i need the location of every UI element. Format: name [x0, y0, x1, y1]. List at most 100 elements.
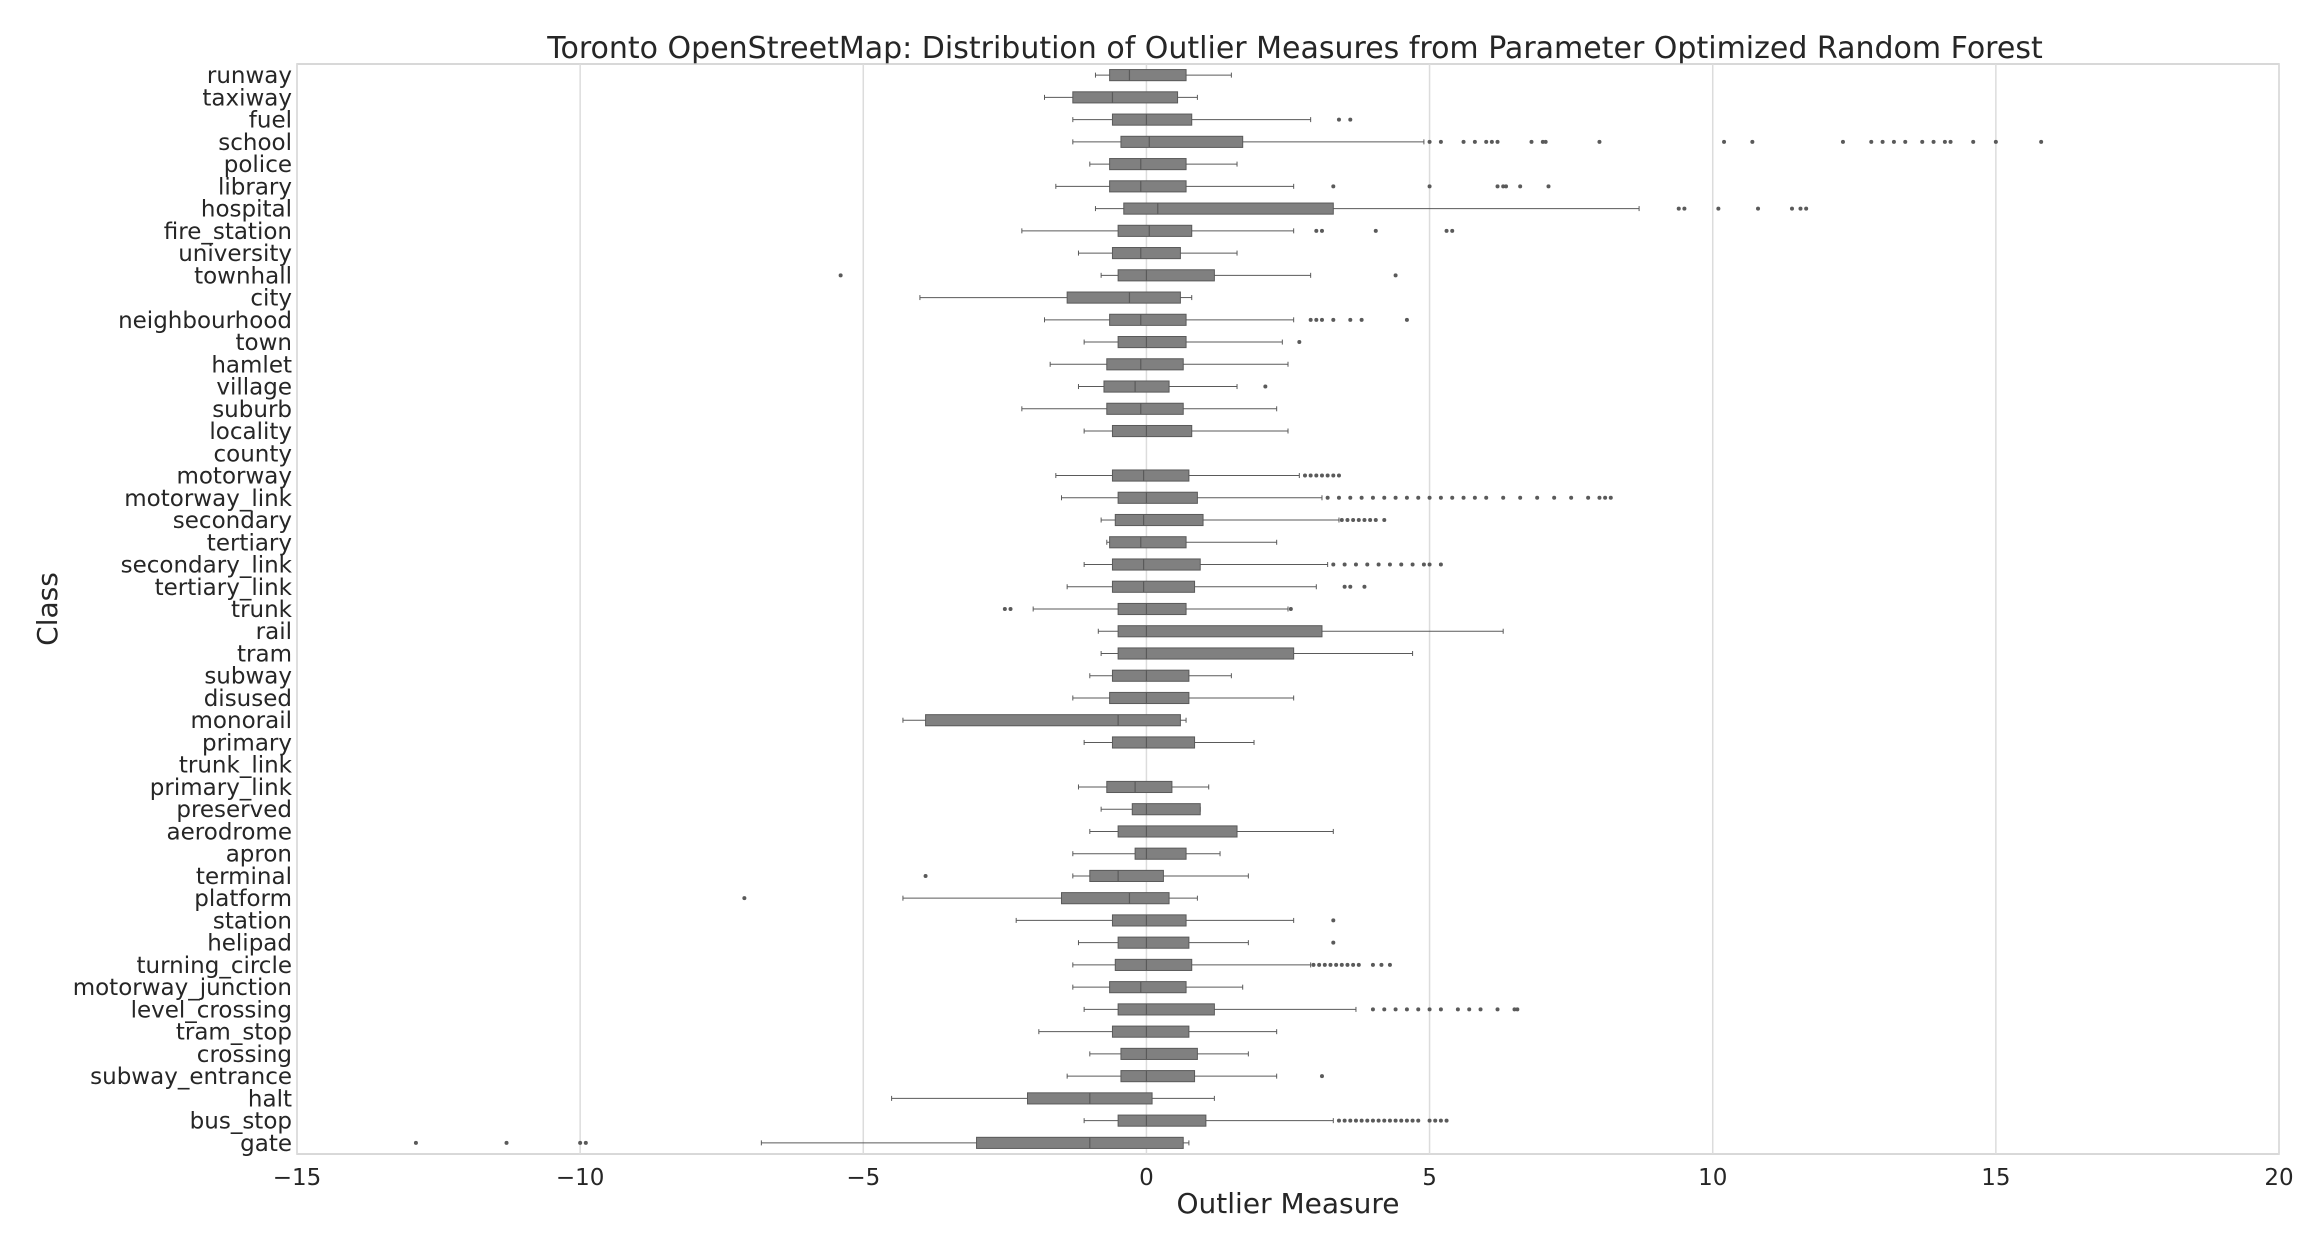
box	[1117, 1003, 1215, 1016]
outlier-point	[1302, 473, 1307, 478]
box-group	[1072, 981, 1244, 994]
box	[1072, 91, 1179, 104]
outlier-point	[1319, 317, 1324, 322]
box	[1134, 847, 1187, 860]
outlier-point	[1387, 562, 1392, 567]
outlier-point	[1869, 139, 1874, 144]
box	[1117, 647, 1295, 660]
x-tick-label: 10	[1698, 1165, 1727, 1191]
box-group	[1089, 1047, 1249, 1060]
outlier-point	[1348, 317, 1353, 322]
y-tick-label: disused	[204, 686, 292, 712]
outlier-point	[1325, 473, 1330, 478]
outlier-point	[1348, 584, 1353, 589]
outlier-point	[1359, 1118, 1364, 1123]
box	[1117, 825, 1238, 838]
outlier-point	[1756, 206, 1761, 211]
y-tick-label: preserved	[176, 797, 292, 823]
box	[1117, 224, 1193, 237]
outlier-point	[1427, 1007, 1432, 1012]
outlier-point	[1311, 962, 1316, 967]
outlier-point	[1319, 1074, 1324, 1079]
box	[1103, 380, 1170, 393]
box	[1117, 936, 1190, 949]
box-group	[902, 714, 1187, 727]
outlier-point	[1512, 1007, 1517, 1012]
outlier-point	[923, 873, 928, 878]
outlier-point	[1427, 562, 1432, 567]
outlier-point	[1008, 607, 1013, 611]
outlier-point	[1370, 1007, 1375, 1012]
x-tick-label: −10	[556, 1165, 605, 1191]
box-group	[1077, 780, 1210, 794]
outlier-point	[742, 896, 747, 901]
y-tick-label: gate	[240, 1131, 292, 1157]
outlier-point	[1472, 139, 1477, 144]
box-group	[1100, 803, 1201, 816]
boxes	[413, 69, 2044, 1149]
outlier-point	[1410, 1118, 1415, 1123]
y-tick-label: terminal	[196, 864, 292, 890]
outlier-point	[2039, 139, 2044, 144]
outlier-point	[1308, 317, 1313, 322]
box-group	[1002, 602, 1293, 616]
box-group	[1089, 158, 1238, 171]
outlier-point	[1331, 317, 1336, 322]
outlier-point	[838, 273, 843, 278]
y-tick-label: helipad	[207, 931, 292, 957]
outlier-point	[1399, 1118, 1404, 1123]
y-tick-label: station	[213, 908, 292, 934]
box	[1111, 1025, 1190, 1038]
outlier-point	[1382, 1007, 1387, 1012]
y-tick-label: level_crossing	[131, 997, 292, 1023]
outlier-point	[1438, 1007, 1443, 1012]
box-group	[1043, 91, 1198, 104]
outlier-point	[1331, 918, 1336, 923]
outlier-point	[1416, 495, 1421, 500]
outlier-point	[1322, 962, 1327, 967]
outlier-point	[1376, 562, 1381, 567]
outlier-point	[1603, 495, 1608, 500]
box-group	[1094, 69, 1232, 82]
outlier-point	[1484, 495, 1489, 500]
outlier-point	[1359, 317, 1364, 322]
outlier-point	[1351, 518, 1356, 523]
outlier-point	[1438, 562, 1443, 567]
y-tick-label: townhall	[194, 263, 292, 289]
outlier-point	[1495, 184, 1500, 189]
y-tick-label: motorway_junction	[73, 975, 292, 1001]
box-group	[891, 1092, 1215, 1105]
outlier-point	[1789, 206, 1794, 211]
y-tick-label: school	[218, 130, 292, 156]
y-tick-label: tertiary_link	[155, 575, 293, 601]
outlier-point	[1427, 495, 1432, 500]
outlier-point	[1342, 1118, 1347, 1123]
box-group	[1077, 936, 1336, 949]
box-group	[923, 869, 1249, 883]
box-group	[1043, 313, 1409, 326]
box-group	[1015, 914, 1336, 927]
box-group	[1083, 736, 1255, 749]
outlier-point	[1336, 1118, 1341, 1123]
box	[1109, 180, 1187, 193]
box-group	[1066, 1070, 1324, 1083]
outlier-point	[1342, 562, 1347, 567]
outlier-point	[1450, 228, 1455, 233]
box-group	[1083, 558, 1443, 571]
box-group	[1089, 669, 1232, 682]
outlier-point	[1353, 1118, 1358, 1123]
outlier-point	[1002, 607, 1007, 611]
outlier-point	[1387, 962, 1392, 967]
outlier-point	[1427, 1118, 1432, 1123]
box	[1111, 424, 1193, 438]
box	[1106, 402, 1184, 415]
outlier-point	[413, 1140, 418, 1145]
outlier-point	[1314, 228, 1319, 233]
outlier-point	[1376, 1118, 1381, 1123]
box-group	[1077, 247, 1238, 260]
outlier-point	[1382, 518, 1387, 523]
outlier-point	[1331, 940, 1336, 945]
box	[1066, 291, 1181, 304]
y-tick-label: trunk_link	[179, 753, 293, 779]
